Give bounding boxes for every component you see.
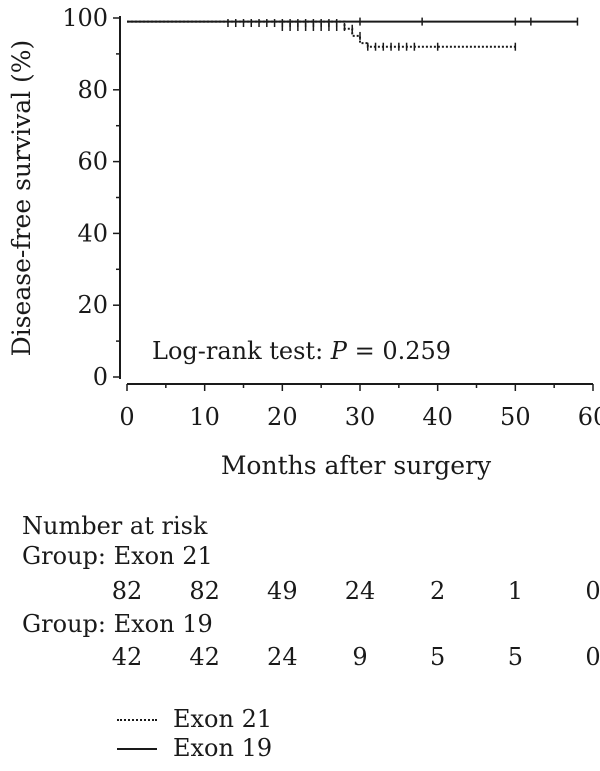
risk-cell: 82 bbox=[189, 577, 220, 605]
x-tick-label: 50 bbox=[500, 403, 531, 431]
risk-cell: 82 bbox=[111, 577, 143, 605]
y-tick-label: 80 bbox=[77, 76, 108, 104]
risk-cell: 24 bbox=[344, 577, 376, 605]
risk-row-exon19: 42 42 24 9 5 5 0 bbox=[0, 642, 600, 672]
x-tick-label: 0 bbox=[119, 403, 134, 431]
risk-cell: 42 bbox=[111, 643, 143, 671]
risk-cell: 24 bbox=[267, 643, 298, 671]
y-axis-label: Disease-free survival (%) bbox=[7, 40, 36, 357]
y-tick-label: 100 bbox=[62, 4, 108, 32]
x-axis-label: Months after surgery bbox=[221, 451, 492, 480]
risk-cell: 1 bbox=[507, 577, 523, 605]
y-tick-label: 40 bbox=[77, 219, 108, 247]
risk-group-label-exon19: Group: Exon 19 bbox=[22, 610, 213, 638]
x-tick-label: 30 bbox=[345, 403, 376, 431]
risk-row-exon21: 82 82 49 24 2 1 0 bbox=[0, 576, 600, 606]
risk-table-title: Number at risk bbox=[22, 512, 208, 540]
x-tick-label: 20 bbox=[267, 403, 298, 431]
y-tick-label: 0 bbox=[93, 363, 108, 391]
risk-cell: 2 bbox=[430, 577, 446, 605]
legend-swatch-solid bbox=[117, 748, 157, 750]
risk-cell: 42 bbox=[189, 643, 220, 671]
legend-label: Exon 19 bbox=[173, 734, 273, 762]
y-tick-label: 20 bbox=[77, 291, 108, 319]
x-tick-label: 60 bbox=[578, 403, 600, 431]
legend-swatch-dotted bbox=[117, 719, 157, 721]
log-rank-value: = 0.259 bbox=[347, 337, 451, 365]
x-tick-label: 40 bbox=[422, 403, 453, 431]
log-rank-prefix: Log-rank test: bbox=[152, 337, 331, 365]
plot-area: 0 20 40 60 80 100 0 10 20 30 40 50 60 bbox=[62, 4, 600, 431]
risk-group-label-exon21: Group: Exon 21 bbox=[22, 542, 213, 570]
risk-cell: 0 bbox=[585, 643, 600, 671]
risk-cell: 9 bbox=[352, 643, 368, 671]
risk-cell: 0 bbox=[585, 577, 600, 605]
risk-cell: 49 bbox=[267, 577, 298, 605]
log-rank-p: P bbox=[330, 337, 348, 365]
log-rank-annotation: Log-rank test: P = 0.259 bbox=[152, 337, 451, 365]
risk-cell: 5 bbox=[507, 643, 523, 671]
y-tick-label: 60 bbox=[77, 148, 108, 176]
survival-chart: 0 20 40 60 80 100 0 10 20 30 40 50 60 Disease-free s… bbox=[7, 4, 600, 480]
legend-label: Exon 21 bbox=[173, 705, 273, 733]
risk-cell: 5 bbox=[430, 643, 446, 671]
x-tick-label: 10 bbox=[189, 403, 220, 431]
